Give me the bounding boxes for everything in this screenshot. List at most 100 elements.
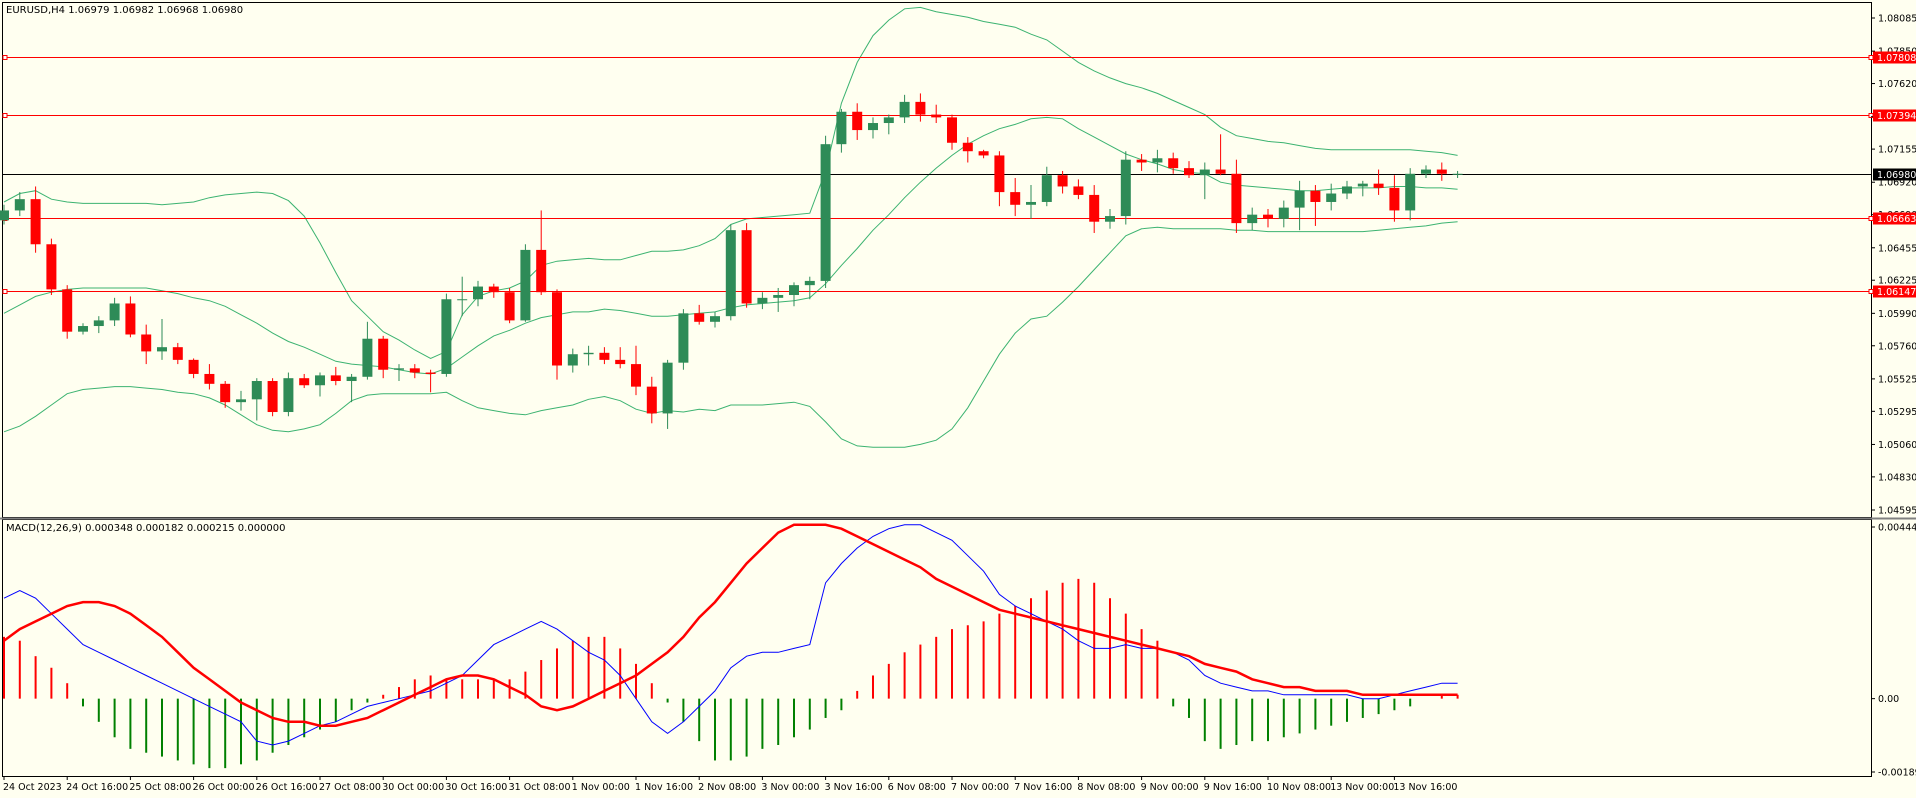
bear-candle <box>188 359 199 374</box>
bear-candle <box>62 289 73 332</box>
bull-candle <box>1342 186 1352 194</box>
bear-candle <box>615 359 626 365</box>
bull-candle <box>93 320 104 327</box>
macd-header: MACD(12,26,9) 0.000348 0.000182 0.000215… <box>6 523 286 534</box>
bull-candle <box>1247 214 1258 224</box>
bear-candle <box>1184 168 1194 176</box>
bear-candle <box>1136 159 1147 163</box>
bear-candle <box>947 117 957 143</box>
bull-candle <box>157 347 167 352</box>
price-tick-label: 1.04595 <box>1878 506 1916 517</box>
bear-candle <box>409 368 420 373</box>
bear-candle <box>488 286 499 293</box>
time-tick-label: 13 Nov 16:00 <box>1393 782 1457 793</box>
level-anchor-handle[interactable] <box>1868 55 1874 60</box>
price-tick-label: 1.05990 <box>1878 309 1916 320</box>
time-tick-label: 30 Oct 00:00 <box>382 782 444 793</box>
time-tick-label: 31 Oct 08:00 <box>509 782 571 793</box>
bull-candle <box>1152 158 1163 163</box>
bear-candle <box>204 373 215 384</box>
bull-candle <box>868 123 878 131</box>
bear-candle <box>1089 194 1100 222</box>
time-tick-label: 1 Nov 00:00 <box>572 782 630 793</box>
bull-candle <box>1357 183 1368 187</box>
time-tick-label: 26 Oct 16:00 <box>256 782 318 793</box>
bull-candle <box>1294 190 1305 208</box>
bull-candle <box>394 368 404 370</box>
symbol-header: EURUSD,H4 1.06979 1.06982 1.06968 1.0698… <box>6 5 243 16</box>
macd-layer <box>3 523 1459 769</box>
bull-candle <box>1120 159 1131 217</box>
time-tick-label: 3 Nov 00:00 <box>761 782 819 793</box>
macd-tick-label: 0.004444 <box>1878 523 1916 534</box>
bear-candle <box>220 383 231 403</box>
time-tick-label: 1 Nov 16:00 <box>635 782 693 793</box>
bear-candle <box>741 230 752 304</box>
bull-candle <box>346 376 357 382</box>
time-tick-label: 26 Oct 00:00 <box>193 782 255 793</box>
bear-candle <box>141 334 152 352</box>
time-tick-label: 8 Nov 08:00 <box>1077 782 1135 793</box>
bear-candle <box>1373 183 1384 188</box>
bull-candle <box>662 362 673 414</box>
level-price-label: 1.07394 <box>1877 111 1916 122</box>
price-tick-label: 1.06225 <box>1878 276 1916 287</box>
level-anchor-handle[interactable] <box>2 55 8 60</box>
time-tick-label: 6 Nov 08:00 <box>888 782 946 793</box>
level-price-label: 1.07808 <box>1877 53 1916 64</box>
bull-candle <box>1199 169 1210 176</box>
bear-candle <box>1010 192 1021 205</box>
bear-candle <box>962 142 973 152</box>
bear-candle <box>46 244 57 290</box>
bull-candle <box>1405 173 1416 211</box>
level-anchor-handle[interactable] <box>2 289 8 294</box>
bear-candle <box>1436 169 1447 174</box>
bollinger-lower-line <box>3 221 1458 448</box>
time-tick-label: 13 Nov 00:00 <box>1330 782 1394 793</box>
bull-candle <box>283 378 294 413</box>
bull-candle <box>0 210 9 221</box>
level-price-tag <box>1873 285 1916 298</box>
bull-candle <box>109 303 120 321</box>
macd-main-line <box>3 524 1458 746</box>
time-tick-label: 7 Nov 16:00 <box>1014 782 1072 793</box>
bull-candle <box>567 354 578 366</box>
bear-candle <box>125 303 136 335</box>
macd-signal-line <box>3 523 1458 727</box>
current-price-tag <box>1873 168 1916 181</box>
bear-candle <box>378 338 389 370</box>
price-panel-frame <box>2 2 1872 518</box>
bull-candle <box>725 230 736 317</box>
price-tick-label: 1.05060 <box>1878 440 1916 451</box>
bear-candle <box>1389 187 1400 211</box>
price-tick-label: 1.05525 <box>1878 374 1916 385</box>
level-anchor-handle[interactable] <box>1868 216 1874 221</box>
price-tick-label: 1.08085 <box>1878 14 1916 25</box>
bull-candle <box>804 280 815 286</box>
bull-candle <box>362 338 373 377</box>
price-tick-label: 1.06920 <box>1878 178 1916 189</box>
bear-candle <box>599 352 610 360</box>
bear-candle <box>425 372 436 374</box>
level-price-label: 1.06147 <box>1877 287 1916 298</box>
level-price-tag <box>1873 212 1916 225</box>
bull-candle <box>710 316 720 322</box>
bear-candle <box>694 313 705 322</box>
time-tick-label: 24 Oct 16:00 <box>66 782 128 793</box>
bull-candle <box>520 249 531 321</box>
time-tick-label: 2 Nov 08:00 <box>698 782 756 793</box>
level-price-tag <box>1873 109 1916 122</box>
bear-candle <box>1057 175 1068 187</box>
price-tick-label: 1.07620 <box>1878 79 1916 90</box>
bear-candle <box>852 111 863 131</box>
time-tick-label: 25 Oct 08:00 <box>129 782 191 793</box>
bull-candle <box>14 199 25 211</box>
time-tick-label: 9 Nov 00:00 <box>1141 782 1199 793</box>
bull-candle <box>1026 201 1036 205</box>
level-price-tag <box>1873 51 1916 64</box>
bear-candle <box>330 375 341 382</box>
level-anchor-handle[interactable] <box>2 113 8 118</box>
level-anchor-handle[interactable] <box>1868 289 1874 294</box>
